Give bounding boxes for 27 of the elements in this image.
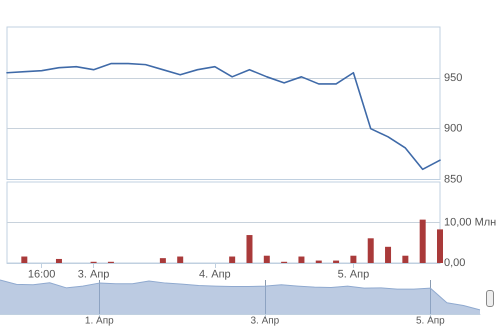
x-tick-label: 5. Апр [338, 268, 370, 280]
y-tick-label: 950 [444, 72, 462, 84]
bar [437, 229, 443, 263]
x-tick-label: 3. Апр [250, 316, 280, 326]
bar [298, 256, 304, 263]
bar [177, 256, 184, 263]
bar [385, 246, 392, 263]
y-tick-label: 900 [444, 122, 462, 135]
bar [229, 256, 236, 263]
x-tick-label: 1. Апр [84, 316, 114, 326]
bar [21, 256, 28, 263]
bar [160, 258, 166, 263]
x-tick-label: 4. Апр [199, 268, 231, 280]
bar [246, 235, 252, 263]
y-tick-label: 10,00 Млн [444, 216, 496, 228]
x-tick-label: 3. Апр [78, 268, 110, 280]
bar [420, 220, 426, 263]
bar [368, 238, 374, 263]
bar [264, 256, 270, 263]
bar [56, 258, 62, 263]
bar [402, 256, 408, 263]
line-series [6, 62, 441, 170]
x-tick-label: 16:00 [28, 268, 56, 280]
y-tick-label: 0,00 [444, 257, 466, 269]
y-tick-label: 850 [444, 174, 462, 186]
x-tick-label: 5. Апр [416, 316, 446, 326]
bar [350, 256, 356, 263]
